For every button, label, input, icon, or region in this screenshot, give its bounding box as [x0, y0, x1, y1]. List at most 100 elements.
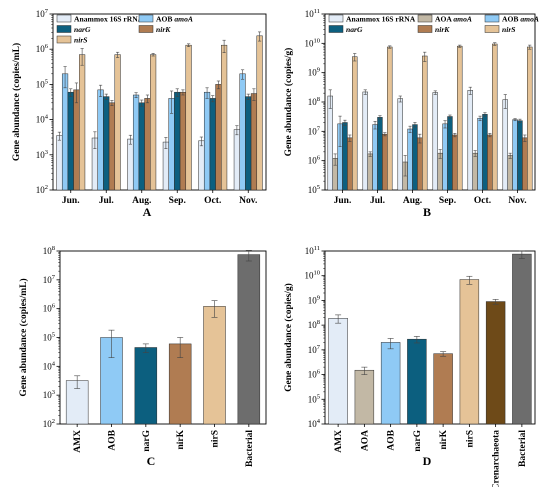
bar-anammox [467, 90, 473, 191]
x-tick-label: Crenarchaeota [492, 430, 502, 487]
legend-label: narG [346, 25, 363, 34]
legend-swatch-aoa [417, 14, 433, 23]
y-tick-label: 107 [36, 8, 49, 19]
x-tick-label: Jul. [99, 196, 114, 206]
bar-aoa [367, 153, 373, 191]
bar-narg [134, 347, 158, 425]
bar-nirs [221, 44, 228, 191]
bar-nirs [150, 54, 157, 191]
x-tick-label: Bacterial [518, 430, 528, 467]
bar-aob [61, 73, 69, 191]
x-tick-label: Jun. [62, 196, 80, 206]
bar-narg [447, 116, 453, 191]
x-tick-label: Bacterial [245, 430, 255, 467]
y-tick-label: 109 [308, 67, 320, 78]
x-tick-label: Nov. [239, 196, 257, 206]
y-tick-label: 108 [308, 96, 320, 107]
bar-nirk [452, 134, 458, 191]
y-tick-label: 105 [43, 332, 55, 343]
legend-swatch-aob [484, 14, 500, 23]
bar-aob [407, 128, 413, 191]
x-tick-label: Nov. [508, 196, 526, 206]
bar-nirk [250, 93, 258, 191]
bar-aob [477, 117, 483, 191]
bar-narg [342, 122, 348, 191]
bar-narg [482, 114, 488, 191]
y-tick-label: 1011 [305, 245, 320, 256]
legend: Anammox 16S rRNA AOB amoA narG nirK nirS [56, 14, 193, 45]
bar-anammox [327, 95, 333, 191]
y-tick-label: 1011 [305, 8, 320, 19]
legend-swatch-nirs [56, 35, 72, 44]
y-tick-label: 106 [308, 155, 321, 166]
bar-aoa [507, 155, 513, 191]
y-tick-label: 1010 [305, 37, 321, 48]
x-tick-label: nirS [465, 430, 475, 447]
y-tick-label: 109 [308, 294, 320, 305]
y-tick-label: 105 [308, 393, 320, 404]
y-axis-title: Gene abundance (copies/g) [283, 48, 294, 157]
legend-label: AOB amoA [502, 15, 539, 24]
panel-letter: C [147, 454, 156, 468]
legend-label: nirS [74, 36, 88, 45]
y-tick-label: 108 [308, 319, 320, 330]
x-tick-label: narG [413, 429, 423, 451]
x-tick-label: narG [142, 429, 152, 451]
x-tick-label: Jun. [334, 196, 352, 206]
legend-swatch-nirs [484, 25, 500, 33]
bar-aob [97, 89, 104, 191]
bar-nirs [256, 35, 263, 191]
bar-anammox [162, 141, 169, 191]
y-tick-label: 103 [36, 149, 48, 160]
y-tick-label: 104 [36, 114, 49, 125]
bar-anammox [127, 138, 134, 191]
y-tick-label: 104 [43, 360, 56, 371]
plot-frame [324, 250, 536, 425]
bar-nirk [417, 137, 423, 191]
bar-narg [138, 102, 145, 191]
bar-nirs [203, 306, 226, 425]
legend-swatch-aob [138, 14, 154, 23]
bar-aob [512, 119, 518, 191]
bar-nirk [347, 137, 353, 191]
legend-label: nirK [156, 25, 171, 34]
bar-aoa [437, 152, 443, 191]
y-axis-title: Gene abundance (copies/mL) [11, 43, 22, 161]
y-tick-label: 107 [308, 344, 321, 355]
bar-nirs [114, 54, 121, 191]
x-tick-label: nirK [439, 429, 449, 449]
legend-label: narG [74, 25, 91, 34]
bar-nirk [382, 133, 388, 191]
bar-nirk [108, 102, 116, 191]
x-tick-label: AMX [334, 430, 344, 453]
y-tick-label: 105 [36, 78, 48, 89]
bar-nirs [422, 55, 428, 191]
y-tick-label: 105 [308, 184, 320, 195]
legend: Anammox 16S rRNA AOA amoA AOB amoA narG nirK… [328, 14, 539, 34]
bar-anammox [432, 92, 438, 191]
bar-narg [103, 96, 110, 191]
y-tick-label: 106 [43, 303, 56, 314]
x-tick-label: AOA [360, 430, 370, 451]
bar-nirs [457, 45, 463, 191]
bar-aob [132, 94, 140, 191]
bar-nirs [185, 44, 192, 191]
x-tick-label: Sep. [169, 196, 186, 206]
y-axis-title: Gene abundance (copies/mL) [18, 278, 29, 396]
bar-nirs [352, 56, 358, 191]
legend-label: nirK [435, 25, 450, 34]
bar-anammox [502, 99, 508, 191]
bar-anammox [397, 98, 403, 191]
bar-amx [328, 318, 348, 425]
y-tick-label: 108 [43, 245, 55, 256]
bar-aob [380, 342, 401, 425]
y-tick-label: 1010 [305, 270, 321, 281]
panel-letter: A [143, 205, 152, 219]
bar-anammox [198, 140, 205, 191]
bar-narg [407, 338, 427, 425]
bar-aob [372, 124, 378, 191]
legend-swatch-nirk [138, 25, 154, 33]
bar-nirs [459, 279, 480, 425]
